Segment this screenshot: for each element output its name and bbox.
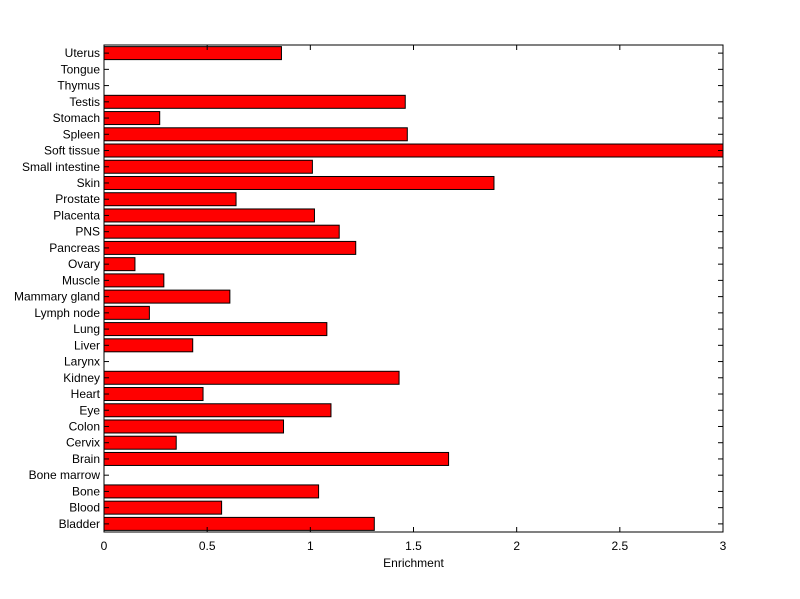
- y-tick-label-colon: Colon: [69, 419, 100, 433]
- y-tick-label-ovary: Ovary: [68, 257, 100, 271]
- bar-liver: [103, 338, 194, 353]
- y-tick-label-skin: Skin: [77, 176, 100, 190]
- y-tick-label-bone: Bone: [72, 484, 100, 498]
- y-tick-label-testis: Testis: [69, 95, 100, 109]
- x-axis-label: Enrichment: [383, 556, 444, 570]
- y-tick-label-cervix: Cervix: [66, 436, 100, 450]
- y-tick-label-soft-tissue: Soft tissue: [44, 144, 100, 158]
- y-tick-label-bladder: Bladder: [59, 517, 100, 531]
- y-tick-label-placenta: Placenta: [53, 208, 100, 222]
- bar-heart: [103, 387, 204, 402]
- bar-lymph-node: [103, 305, 150, 320]
- y-axis-ticks: Bladder Blood Bone Bone marrow Brain Cervix Co…: [14, 46, 723, 531]
- x-tick-label: 2: [513, 539, 520, 553]
- y-tick-label-stomach: Stomach: [53, 111, 100, 125]
- bar-blood: [103, 500, 223, 515]
- y-tick-label-mammary-gland: Mammary gland: [14, 290, 100, 304]
- y-tick-label-lymph-node: Lymph node: [34, 306, 100, 320]
- y-tick-label-kidney: Kidney: [63, 371, 100, 385]
- bar-bone: [103, 484, 320, 499]
- bar-placenta: [103, 208, 315, 223]
- y-tick-label-pns: PNS: [75, 225, 100, 239]
- bar-spleen: [103, 127, 408, 142]
- y-tick-label-eye: Eye: [79, 403, 100, 417]
- y-tick-label-brain: Brain: [72, 452, 100, 466]
- y-tick-label-liver: Liver: [74, 338, 100, 352]
- y-tick-label-uterus: Uterus: [65, 46, 100, 60]
- bar-colon: [103, 419, 285, 434]
- y-tick-label-spleen: Spleen: [63, 127, 100, 141]
- y-tick-label-heart: Heart: [71, 387, 101, 401]
- bar-uterus: [103, 46, 282, 61]
- bar-small-intestine: [103, 159, 313, 174]
- y-tick-label-bone-marrow: Bone marrow: [29, 468, 101, 482]
- y-tick-label-thymus: Thymus: [57, 79, 100, 93]
- bars-group: [103, 46, 724, 531]
- bar-cervix: [103, 435, 177, 450]
- bar-skin: [103, 175, 495, 190]
- bar-eye: [103, 403, 332, 418]
- y-tick-label-larynx: Larynx: [64, 355, 100, 369]
- x-axis-ticks: 0 0.5 1 1.5 2 2.5 3: [101, 45, 727, 553]
- y-tick-label-prostate: Prostate: [55, 192, 100, 206]
- y-tick-label-lung: Lung: [73, 322, 100, 336]
- x-tick-label: 1: [307, 539, 314, 553]
- bar-stomach: [103, 111, 161, 126]
- x-tick-label: 2.5: [611, 539, 628, 553]
- x-tick-label: 3: [720, 539, 727, 553]
- bar-bladder: [103, 516, 375, 531]
- x-tick-label: 0: [101, 539, 108, 553]
- bar-muscle: [103, 273, 165, 288]
- bar-lung: [103, 322, 328, 337]
- bar-prostate: [103, 192, 237, 207]
- y-tick-label-muscle: Muscle: [62, 273, 100, 287]
- y-tick-label-small-intestine: Small intestine: [22, 160, 100, 174]
- plot-area-frame: [103, 44, 724, 533]
- bar-mammary-gland: [103, 289, 231, 304]
- bar-testis: [103, 94, 406, 109]
- bar-brain: [103, 451, 450, 466]
- y-tick-label-blood: Blood: [69, 501, 100, 515]
- y-tick-label-tongue: Tongue: [61, 62, 101, 76]
- bar-pancreas: [103, 240, 357, 255]
- y-tick-label-pancreas: Pancreas: [49, 241, 100, 255]
- x-tick-label: 1.5: [405, 539, 422, 553]
- bar-soft-tissue: [103, 143, 724, 158]
- x-tick-label: 0.5: [199, 539, 216, 553]
- bar-pns: [103, 224, 340, 239]
- bar-kidney: [103, 370, 400, 385]
